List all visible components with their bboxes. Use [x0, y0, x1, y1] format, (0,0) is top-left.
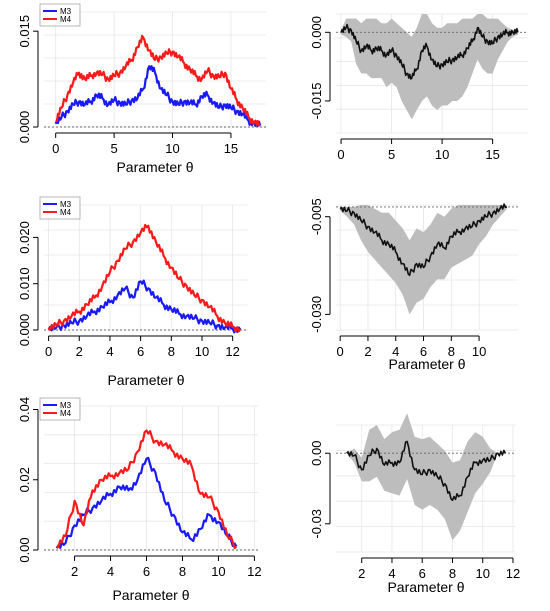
- x-axis-label: Parameter θ: [388, 356, 465, 372]
- legend-label: M3: [60, 7, 72, 16]
- y-tick-label: 0.000: [309, 16, 324, 49]
- x-tick-label: 12: [247, 564, 261, 579]
- x-tick-label: 4: [106, 344, 113, 359]
- x-tick-label: 2: [364, 344, 371, 359]
- y-tick-label: 0.02: [17, 467, 32, 492]
- series-line-m3: [47, 279, 242, 334]
- x-tick-label: 12: [225, 344, 239, 359]
- x-tick-label: 4: [392, 344, 399, 359]
- legend-label: M3: [60, 401, 72, 410]
- x-tick-label: 10: [165, 141, 179, 156]
- series-line-difference: [340, 23, 519, 80]
- x-tick-label: 4: [388, 566, 395, 581]
- series-line-m4: [56, 429, 238, 550]
- x-tick-label: 2: [358, 566, 365, 581]
- x-tick-label: 6: [420, 344, 427, 359]
- x-tick-label: 15: [224, 141, 238, 156]
- x-tick-label: 0: [337, 344, 344, 359]
- x-tick-label: 4: [107, 564, 114, 579]
- x-tick-label: 10: [475, 566, 489, 581]
- x-axis-label: Parameter θ: [107, 372, 184, 388]
- y-tick-label: 0.04: [17, 397, 32, 422]
- legend-box: [39, 3, 81, 27]
- series-line-m4: [47, 223, 242, 333]
- y-tick-label: 0.000: [17, 111, 32, 144]
- x-tick-label: 12: [506, 566, 520, 581]
- y-tick-label: 0.010: [17, 267, 32, 300]
- x-tick-label: 0: [52, 141, 59, 156]
- legend-box: [39, 196, 81, 220]
- y-tick-label: -0.030: [309, 296, 324, 333]
- y-tick-label: 0.00: [17, 537, 32, 562]
- x-tick-label: 10: [435, 147, 449, 162]
- x-tick-label: 0: [337, 147, 344, 162]
- confidence-band: [346, 413, 506, 541]
- confidence-band: [341, 14, 518, 120]
- legend-label: M4: [60, 409, 72, 418]
- x-axis-label: Parameter θ: [116, 159, 193, 175]
- x-tick-label: 8: [449, 566, 456, 581]
- y-tick-label: 0.020: [17, 221, 32, 254]
- y-tick-label: -0.03: [309, 509, 324, 539]
- x-tick-label: 2: [71, 564, 78, 579]
- series-line-m3: [54, 65, 262, 128]
- x-tick-label: 5: [388, 147, 395, 162]
- series-line-m4: [55, 34, 261, 127]
- x-tick-label: 15: [485, 147, 499, 162]
- x-axis-label: Parameter θ: [112, 587, 189, 603]
- y-tick-label: 0.000: [17, 314, 32, 347]
- grid: [44, 405, 258, 551]
- grid: [44, 204, 248, 331]
- y-tick-label: -0.015: [309, 83, 324, 120]
- series-line-difference: [346, 440, 507, 502]
- x-tick-label: 2: [76, 344, 83, 359]
- x-tick-label: 6: [137, 344, 144, 359]
- x-tick-label: 8: [179, 564, 186, 579]
- x-tick-label: 10: [472, 344, 486, 359]
- x-tick-label: 6: [143, 564, 150, 579]
- y-tick-label: 0.00: [309, 441, 324, 466]
- confidence-band: [340, 205, 507, 315]
- x-tick-label: 10: [195, 344, 209, 359]
- legend-label: M3: [60, 200, 72, 209]
- legend-label: M4: [60, 208, 72, 217]
- x-tick-label: 8: [168, 344, 175, 359]
- chart-panel-2: 0.000 -0.015 0 5 10 15: [309, 13, 528, 162]
- x-axis-label: Parameter θ: [387, 579, 464, 595]
- x-tick-label: 5: [110, 141, 117, 156]
- chart-panel-4: -0.005 -0.030 0 2 4 6 8 10 Parameter θ: [309, 198, 518, 372]
- x-tick-label: 6: [419, 566, 426, 581]
- legend-box: [39, 397, 81, 421]
- legend-label: M4: [60, 15, 72, 24]
- x-tick-label: 8: [448, 344, 455, 359]
- x-tick-label: 0: [45, 344, 52, 359]
- chart-panel-6: 0.00 -0.03 2 4 6 8 10 12 Parameter θ: [309, 413, 520, 595]
- y-tick-label: 0.015: [17, 15, 32, 48]
- series-line-difference: [339, 203, 508, 277]
- y-tick-label: -0.005: [309, 198, 324, 235]
- x-tick-label: 10: [211, 564, 225, 579]
